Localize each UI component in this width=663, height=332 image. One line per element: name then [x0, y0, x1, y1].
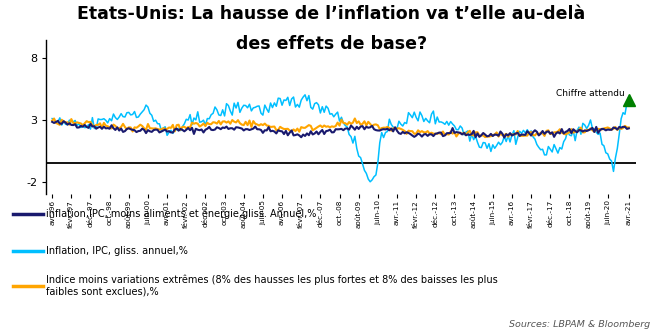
Text: Inflation, IPC, gliss. annuel,%: Inflation, IPC, gliss. annuel,%: [46, 246, 188, 256]
Text: Chiffre attendu: Chiffre attendu: [556, 89, 625, 98]
Text: des effets de base?: des effets de base?: [236, 35, 427, 53]
Text: Indice moins variations extrêmes (8% des hausses les plus fortes et 8% des baiss: Indice moins variations extrêmes (8% des…: [46, 275, 498, 296]
Text: Sources: LBPAM & Bloomberg: Sources: LBPAM & Bloomberg: [509, 320, 650, 329]
Text: Etats-Unis: La hausse de l’inflation va t’elle au-delà: Etats-Unis: La hausse de l’inflation va …: [78, 5, 585, 23]
Text: inflation,IPC, moins aliments et énergie,gliss. Annuel,%: inflation,IPC, moins aliments et énergie…: [46, 209, 317, 219]
